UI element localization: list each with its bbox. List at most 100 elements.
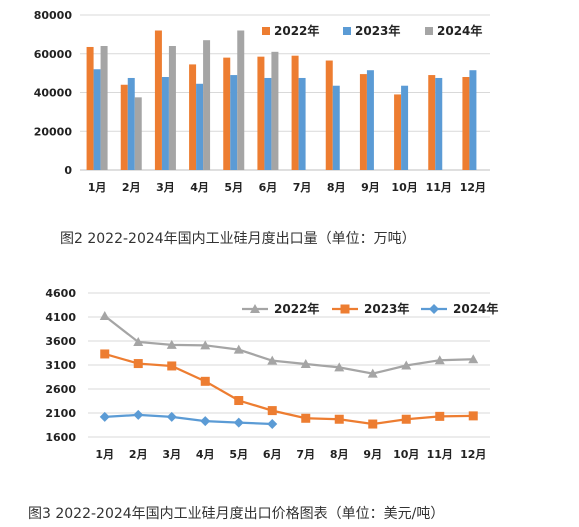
bar [428, 75, 436, 170]
bar [127, 77, 135, 170]
y-tick-label: 1600 [45, 431, 76, 444]
data-point [233, 344, 244, 354]
data-point [301, 413, 311, 423]
x-tick-label: 10月 [391, 181, 417, 194]
bar [134, 97, 142, 170]
legend-marker [250, 304, 260, 313]
x-tick-label: 10月 [393, 448, 419, 461]
legend-swatch [262, 27, 270, 35]
bar [469, 70, 477, 170]
bar-chart-export-volume: 0 20000 40000 60000 80000 1月 2月 3月 4月 5月 6月 7月 8月 9月 1… [34, 9, 490, 194]
bar [86, 46, 94, 170]
series-line [104, 352, 474, 426]
bar [401, 85, 409, 170]
x-tick-label: 3月 [156, 181, 175, 194]
bar [394, 94, 402, 170]
x-tick-label: 12月 [460, 448, 486, 461]
legend-label: 2023年 [364, 301, 409, 316]
bar [154, 30, 162, 170]
bar [237, 30, 245, 170]
x-tick-label: 11月 [427, 448, 453, 461]
y-tick-label: 40000 [34, 87, 73, 100]
bar [203, 40, 211, 170]
bar [223, 57, 231, 170]
bar [120, 84, 128, 170]
legend-marker [340, 304, 350, 314]
bar [230, 75, 238, 170]
bar [93, 69, 101, 170]
legend-label: 2024年 [453, 301, 498, 316]
data-point [267, 419, 278, 430]
legend-swatch [425, 27, 433, 35]
y-tick-label: 4600 [45, 287, 76, 300]
bar [298, 77, 306, 170]
data-point [334, 414, 344, 424]
x-tick-label: 6月 [263, 448, 282, 461]
data-point [368, 419, 378, 429]
bar [462, 77, 470, 170]
data-point [267, 355, 278, 365]
bar [100, 46, 108, 170]
x-tick-label: 1月 [95, 448, 114, 461]
data-point [435, 411, 445, 421]
bar [196, 83, 204, 170]
x-tick-label: 1月 [88, 181, 107, 194]
data-point [133, 336, 144, 346]
bar [435, 77, 443, 170]
y-tick-label: 20000 [34, 125, 73, 138]
x-tick-label: 2月 [129, 448, 148, 461]
x-tick-label: 3月 [162, 448, 181, 461]
legend-marker [429, 304, 439, 314]
data-point [133, 409, 144, 420]
y-tick-label: 0 [64, 164, 72, 177]
data-point [200, 376, 210, 386]
x-tick-label: 4月 [190, 181, 209, 194]
data-point [434, 355, 445, 365]
bar [161, 77, 169, 170]
data-point [99, 411, 110, 422]
x-tick-label: 2月 [122, 181, 141, 194]
data-point [401, 360, 412, 370]
data-point [99, 311, 110, 321]
bar [366, 70, 374, 170]
y-tick-label: 2100 [45, 407, 76, 420]
bar [189, 64, 197, 170]
data-point [200, 416, 211, 427]
bar [332, 85, 340, 170]
x-tick-label: 11月 [426, 181, 452, 194]
data-point [468, 411, 478, 421]
data-point [100, 349, 110, 359]
data-point [166, 411, 177, 422]
legend-label: 2024年 [437, 23, 482, 38]
x-tick-label: 7月 [293, 181, 312, 194]
data-point [401, 414, 411, 424]
data-point [334, 362, 345, 372]
x-tick-label: 4月 [196, 448, 215, 461]
bar [359, 74, 367, 170]
x-tick-label: 5月 [229, 448, 248, 461]
bar [264, 77, 272, 170]
y-tick-label: 60000 [34, 48, 73, 61]
bar [257, 56, 265, 170]
legend-label: 2022年 [274, 23, 319, 38]
chart2-caption: 图3 2022-2024年国内工业硅月度出口价格图表（单位：美元/吨） [28, 506, 445, 522]
x-tick-label: 6月 [259, 181, 278, 194]
data-point [234, 396, 244, 406]
series-line [104, 315, 474, 375]
line-chart-export-price: 1600 2100 2600 3100 3600 4100 4600 1月 2月 3月 4月 5月 6月… [45, 287, 498, 461]
x-tick-label: 8月 [330, 448, 349, 461]
legend-label: 2023年 [355, 23, 400, 38]
x-tick-label: 8月 [327, 181, 346, 194]
y-tick-label: 3600 [45, 335, 76, 348]
x-tick-label: 9月 [363, 448, 382, 461]
series-line [104, 413, 273, 426]
x-tick-label: 9月 [361, 181, 380, 194]
data-point [167, 361, 177, 371]
data-point [267, 406, 277, 416]
bar [325, 60, 333, 170]
data-point [233, 417, 244, 428]
data-point [367, 368, 378, 378]
bar [291, 55, 299, 170]
x-tick-label: 12月 [460, 181, 486, 194]
y-tick-label: 80000 [34, 9, 73, 22]
